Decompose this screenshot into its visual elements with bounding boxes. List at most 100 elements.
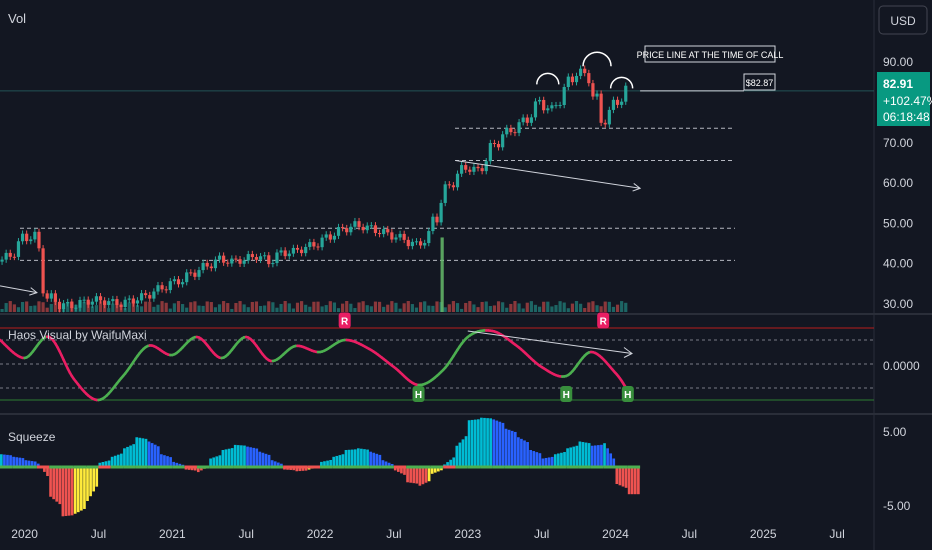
squeeze-bar [160, 454, 163, 467]
candle-body [579, 68, 583, 76]
squeeze-bar [396, 467, 400, 472]
currency-button[interactable] [878, 5, 928, 35]
volume-bar [144, 301, 148, 312]
volume-bar [180, 304, 185, 312]
volume-bar [328, 301, 332, 312]
candle-body [271, 263, 275, 265]
candle-body [591, 83, 595, 97]
candle-body [336, 227, 341, 236]
candle-body [611, 99, 616, 110]
squeeze-bar [166, 456, 169, 467]
squeeze-bar [510, 430, 514, 467]
candle-body [505, 128, 509, 135]
candle-body [263, 255, 267, 257]
squeeze-bar [98, 462, 102, 467]
candle-body [488, 143, 492, 162]
price-panel[interactable] [0, 51, 874, 313]
candle-body [291, 247, 295, 254]
volume-bar [222, 301, 226, 312]
trend-arrow-line [455, 159, 641, 189]
squeeze-bar [486, 418, 489, 467]
volume-bar [283, 301, 287, 312]
squeeze-dot [295, 465, 308, 469]
volume-bar [365, 305, 369, 312]
candle-body [242, 260, 246, 264]
squeeze-dot [110, 465, 124, 469]
squeeze-bar [172, 461, 176, 467]
squeeze-bar [378, 454, 382, 467]
candle-body [451, 185, 456, 188]
time-axis-label: Jul [682, 527, 697, 541]
squeeze-bar [504, 428, 508, 467]
squeeze-bar [323, 461, 326, 467]
volume-bar [501, 302, 505, 312]
candle-body [172, 279, 176, 282]
squeeze-bar [366, 449, 369, 467]
squeeze-bar [520, 438, 523, 467]
volume-bar [209, 302, 213, 312]
h-marker-label: H [624, 390, 631, 401]
haos-zero-label: 0.0000 [883, 359, 920, 373]
candle-body [287, 253, 291, 257]
head-shoulders-arc [582, 51, 612, 67]
squeeze-panel[interactable] [0, 417, 641, 517]
candle-body [201, 262, 205, 271]
squeeze-dot [307, 465, 321, 469]
candle-body [308, 242, 312, 247]
time-axis-label: Jul [386, 527, 401, 541]
volume-bar [418, 302, 423, 312]
squeeze-bar [243, 445, 246, 467]
volume-bar [160, 301, 164, 312]
squeeze-bar [55, 467, 59, 502]
candle-body [107, 301, 111, 305]
volume-bar [156, 304, 160, 312]
squeeze-bar [560, 452, 563, 467]
squeeze-bar [27, 460, 31, 467]
squeeze-dot [98, 465, 111, 469]
volume-bar [8, 301, 12, 312]
squeeze-bar [440, 467, 443, 471]
candle-body [562, 86, 566, 106]
candle-body [542, 99, 546, 111]
candle-body [45, 293, 49, 299]
candle-body [501, 134, 505, 148]
squeeze-bar [615, 467, 619, 484]
candle-body [525, 117, 529, 123]
time-axis-label: Jul [91, 527, 106, 541]
squeeze-dot [36, 465, 50, 469]
callout-box [644, 45, 776, 63]
squeeze-bar [584, 442, 588, 467]
candle-body [238, 259, 242, 264]
squeeze-bar [621, 467, 625, 487]
candle-body [316, 246, 320, 248]
squeeze-bar [320, 461, 323, 467]
last-price: 82.91 [883, 77, 913, 91]
squeeze-bar [215, 456, 219, 467]
candle-body [304, 246, 308, 254]
volume-bar [332, 302, 337, 312]
candle-body [209, 266, 213, 269]
squeeze-bar [630, 467, 634, 495]
candle-body [258, 256, 263, 260]
haos-panel[interactable]: R R H H H [0, 312, 874, 403]
squeeze-bar [175, 462, 179, 467]
price-tick-label: 90.00 [883, 55, 913, 69]
squeeze-bar [141, 438, 145, 467]
volume-bar [386, 304, 390, 312]
squeeze-bar [523, 440, 526, 467]
squeeze-bar [406, 467, 409, 483]
squeeze-bar [403, 467, 406, 475]
volume-bar [246, 307, 250, 312]
volume-bar [394, 302, 398, 312]
candle-body [558, 105, 562, 107]
candle-body [98, 296, 103, 301]
squeeze-bar [301, 467, 305, 471]
squeeze-bar [298, 467, 302, 472]
volume-bar [414, 307, 419, 312]
candle-body [480, 168, 484, 172]
squeeze-bar [276, 462, 280, 467]
trend-arrow-head [632, 183, 642, 192]
candle-body [587, 73, 591, 84]
volume-bar [460, 308, 464, 312]
